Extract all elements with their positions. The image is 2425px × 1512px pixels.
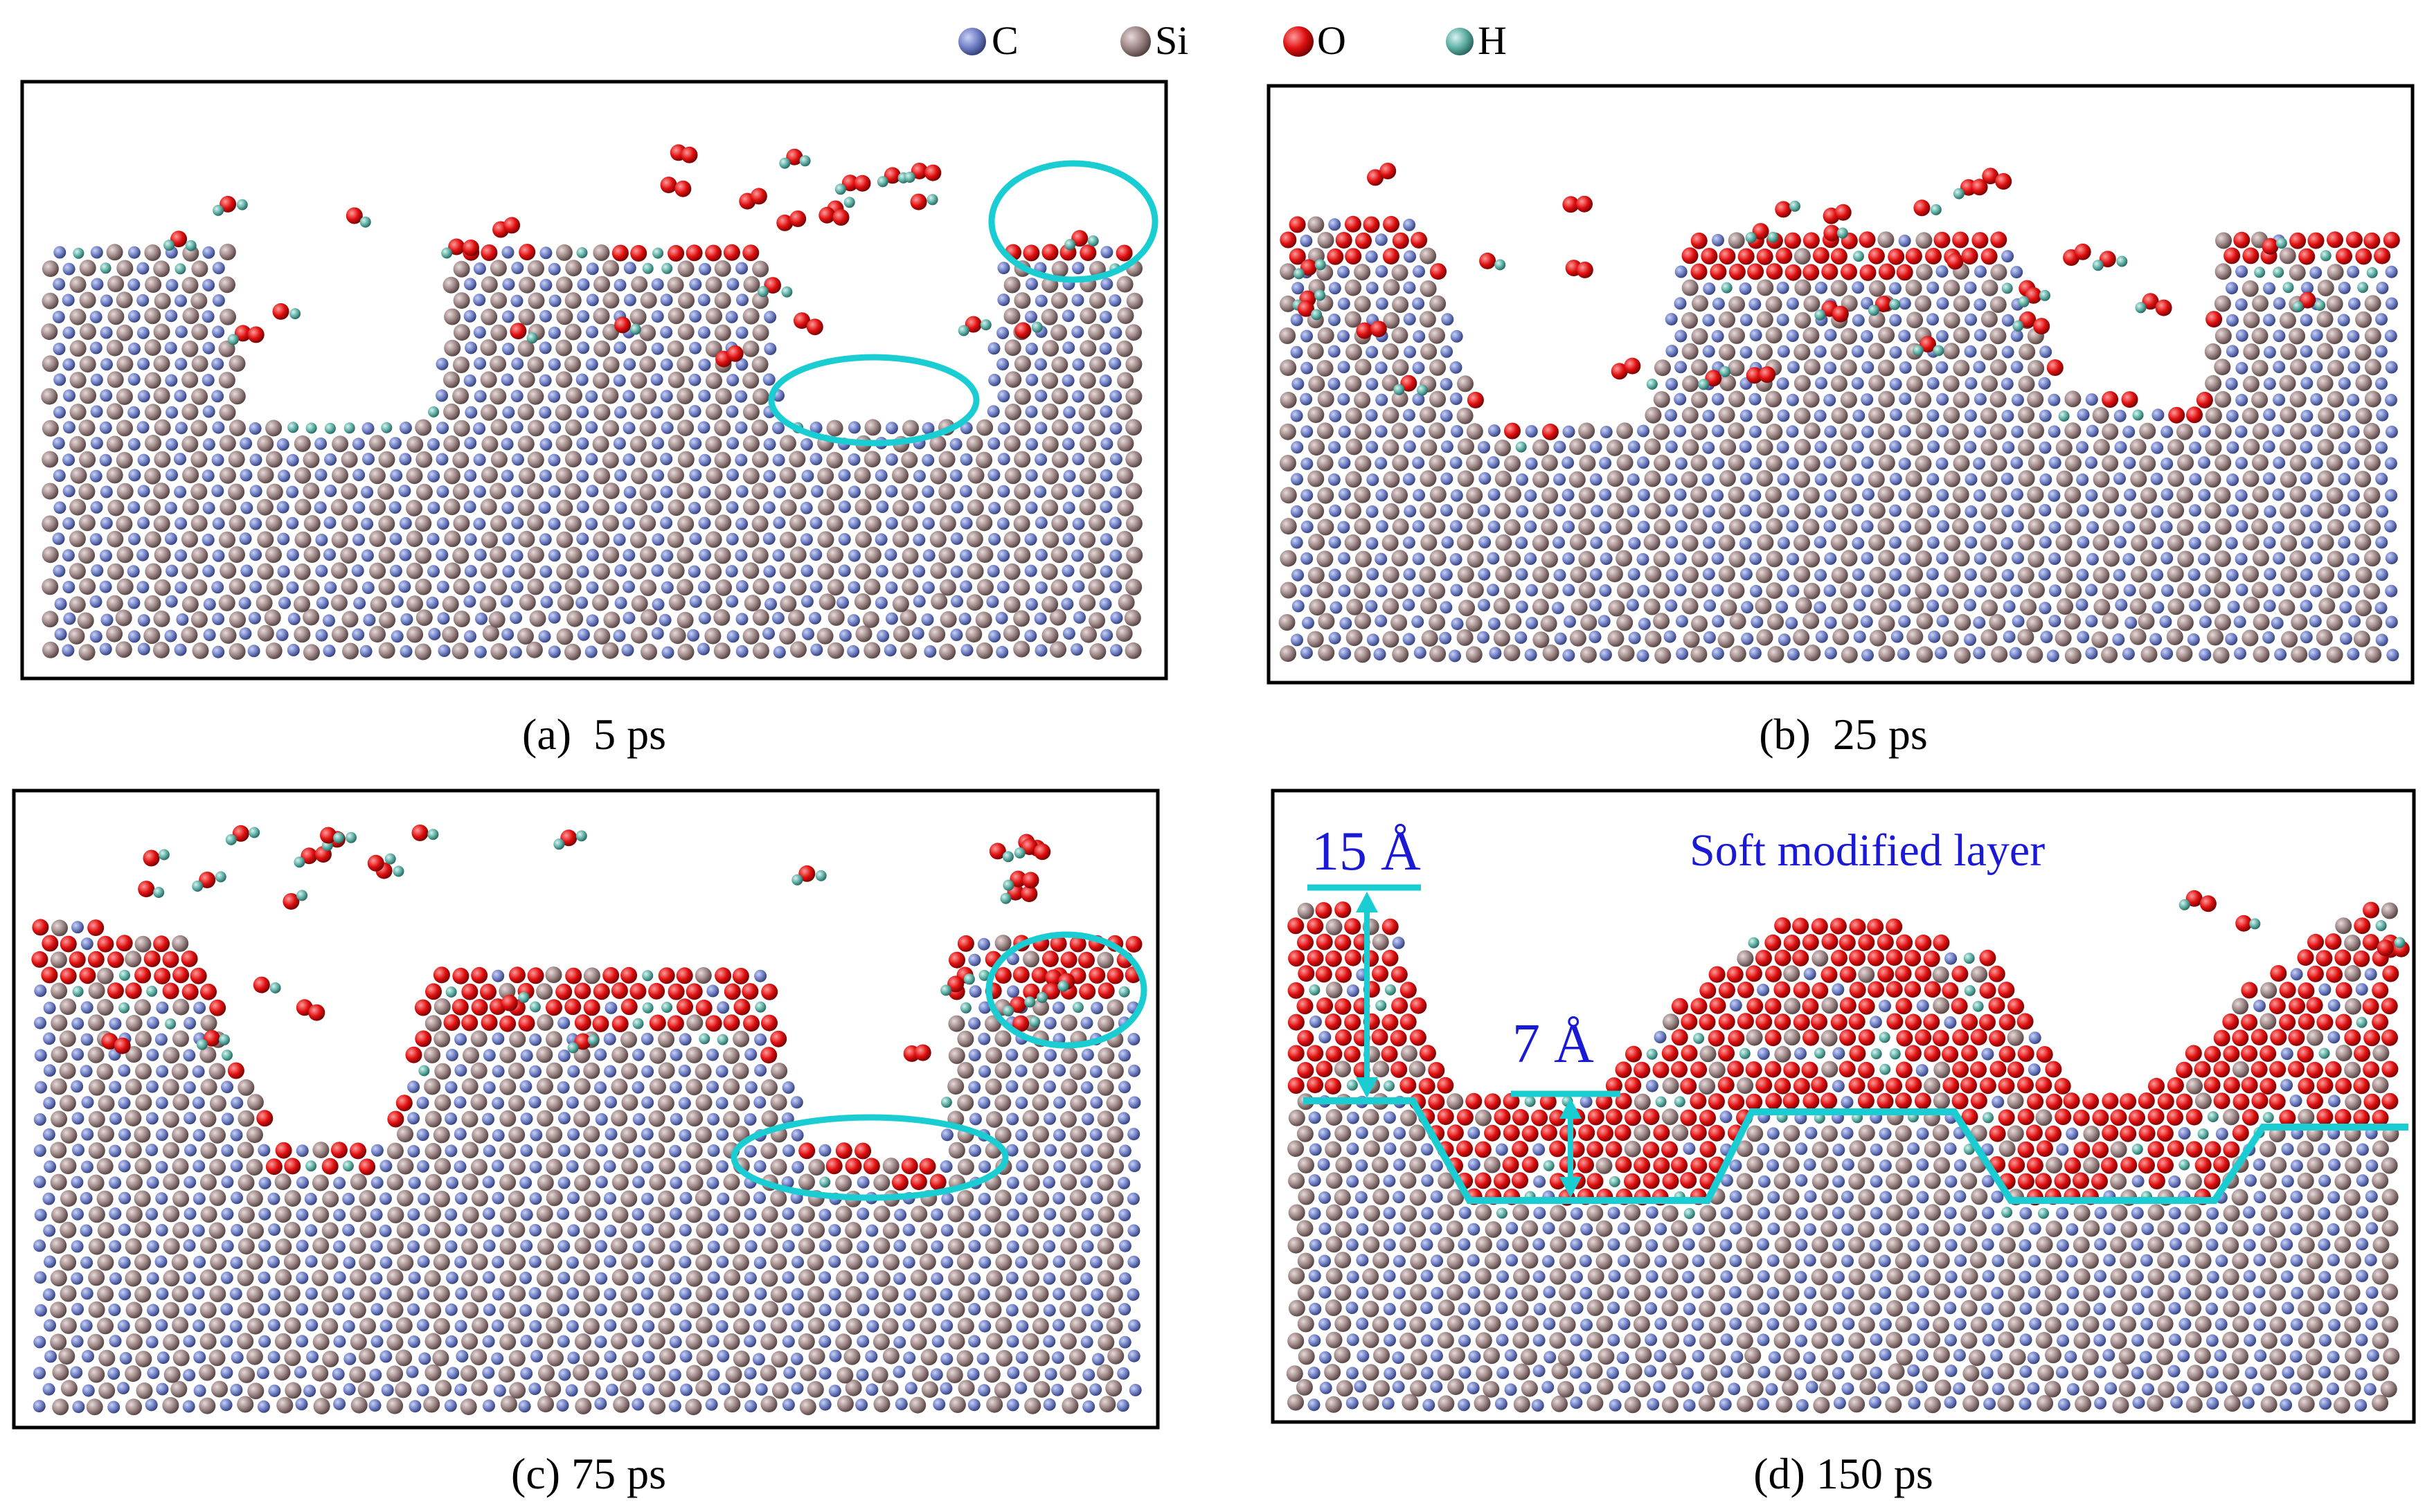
panel-a-caption: (a) 5 ps: [522, 710, 666, 759]
modified-layer-annotations: 15 Å 7 Å Soft modified layer: [1303, 821, 2408, 1204]
highlight-ellipse-a-trench: [768, 354, 980, 447]
height-7-label: 7 Å: [1512, 1014, 1594, 1074]
height-15-arrow-up: [1356, 892, 1378, 912]
panel-d-caption: (d) 150 ps: [1753, 1449, 1933, 1498]
panel-c-atoms: [31, 825, 1143, 1416]
panel-b-atoms: [1278, 163, 2400, 665]
legend-label-silicon: Si: [1155, 18, 1188, 63]
legend-item-oxygen: O: [1283, 18, 1346, 63]
height-7-arrow-up: [1559, 1098, 1582, 1119]
oxygen-atom-icon: [1283, 26, 1314, 57]
soft-modified-layer-label: Soft modified layer: [1690, 825, 2045, 876]
legend: C Si O H: [958, 18, 1507, 63]
legend-label-hydrogen: H: [1478, 18, 1507, 63]
highlight-ellipse-c-top: [985, 931, 1147, 1049]
legend-label-carbon: C: [992, 18, 1019, 63]
height-15-arrow-down: [1356, 1077, 1378, 1098]
highlight-ellipse-c-trench: [731, 1114, 1009, 1201]
legend-item-carbon: C: [958, 18, 1019, 63]
panel-a-atoms: [41, 144, 1143, 661]
highlight-ellipse-a-top: [988, 160, 1158, 283]
legend-label-oxygen: O: [1317, 18, 1346, 63]
panel-c-caption: (c) 75 ps: [511, 1449, 666, 1498]
modified-layer-boundary-line: [1303, 1097, 2408, 1204]
carbon-atom-icon: [958, 28, 986, 55]
legend-item-silicon: Si: [1120, 18, 1188, 63]
height-15-label: 15 Å: [1312, 821, 1421, 882]
silicon-atom-icon: [1120, 26, 1151, 57]
height-7-arrow-down: [1559, 1177, 1582, 1198]
hydrogen-atom-icon: [1446, 28, 1474, 55]
panel-b-caption: (b) 25 ps: [1759, 710, 1928, 759]
legend-item-hydrogen: H: [1446, 18, 1507, 63]
